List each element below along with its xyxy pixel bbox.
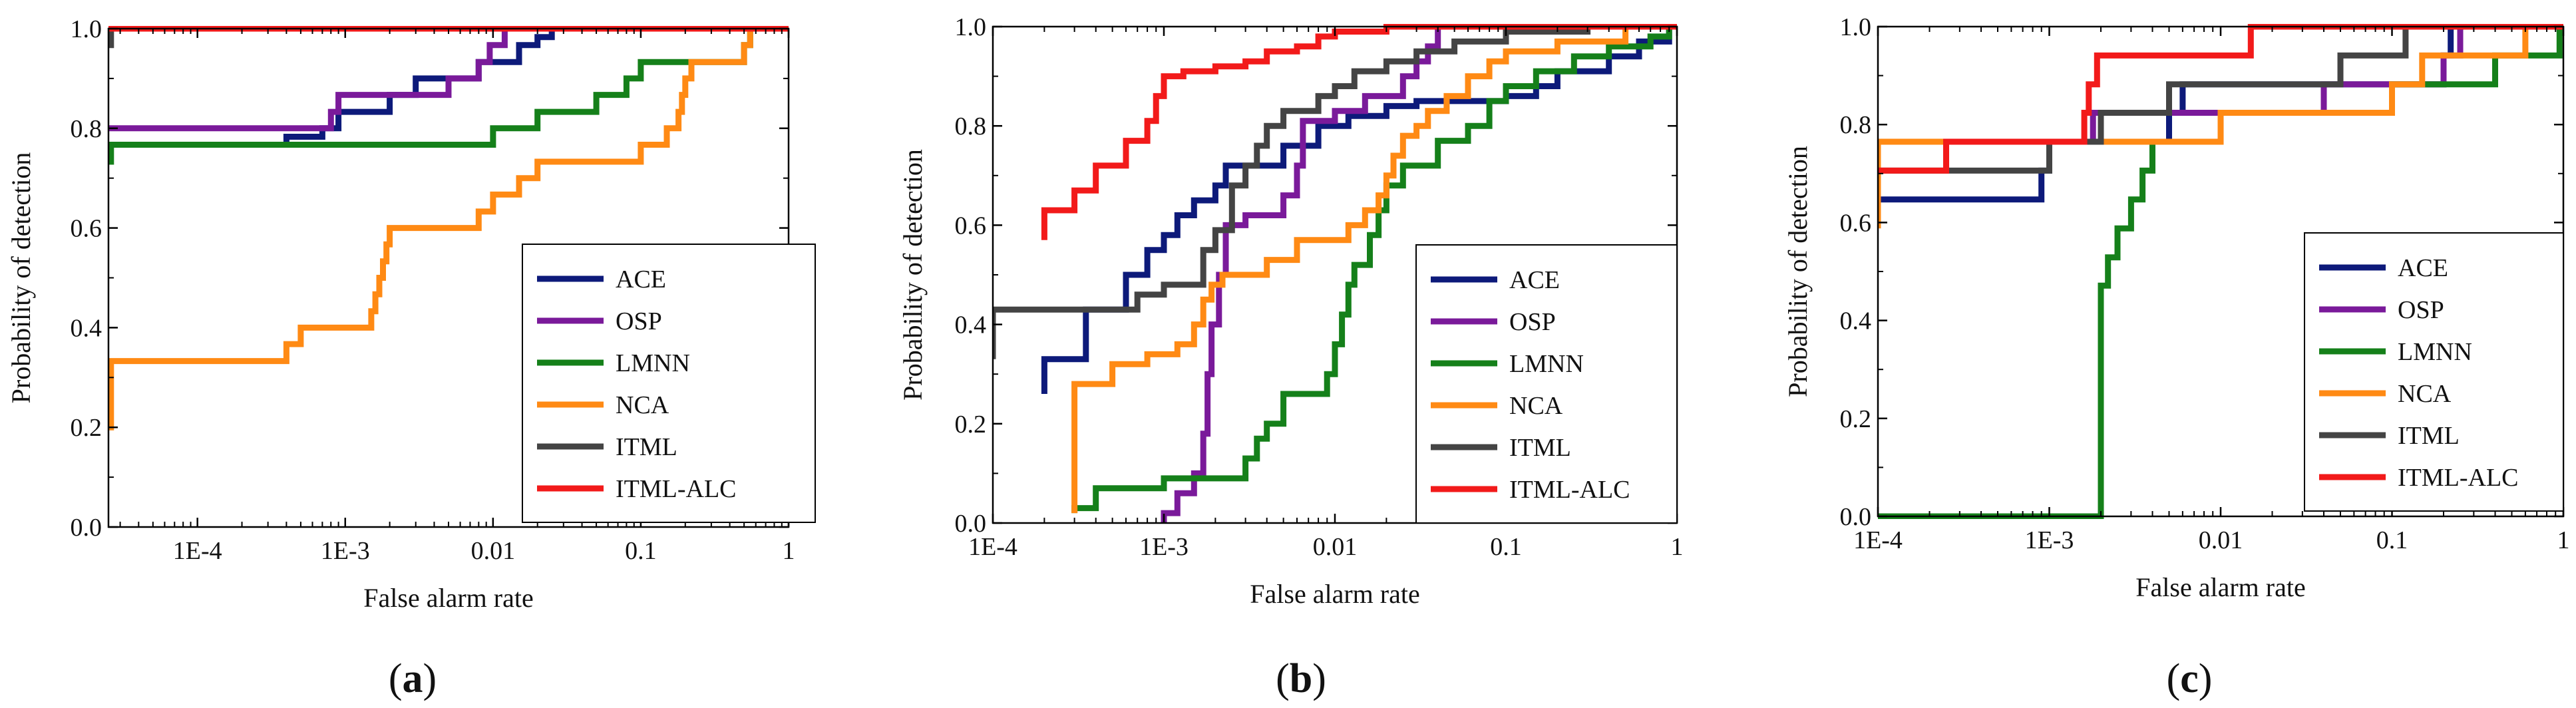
legend: ACE OSP LMNN NCA ITML ITML-ALC — [1415, 244, 1678, 524]
y-tick-label: 0.8 — [1840, 111, 1872, 139]
x-tick-label: 0.1 — [1490, 533, 1522, 561]
y-tick-label: 1.0 — [71, 15, 102, 43]
series-group — [1878, 24, 2563, 519]
x-tick-label: 1 — [783, 537, 795, 565]
y-tick-label: 0.6 — [955, 212, 987, 240]
series-line-lmnn — [1878, 24, 2563, 519]
y-tick-label: 0.0 — [1840, 503, 1872, 531]
series-line-itml — [993, 24, 1677, 359]
y-tick-label: 1.0 — [955, 13, 987, 41]
series-line-ace — [108, 26, 789, 148]
legend-label-lmnn: LMNN — [616, 349, 690, 377]
y-tick-label: 0.4 — [955, 311, 987, 339]
y-tick-label: 0.2 — [955, 411, 987, 439]
legend-label-itml: ITML — [616, 433, 677, 461]
y-tick-label: 0.0 — [955, 510, 987, 538]
x-tick-label: 0.1 — [625, 537, 657, 565]
series-line-osp — [1161, 24, 1677, 523]
legend: ACE OSP LMNN NCA ITML ITML-ALC — [522, 244, 816, 523]
panel-caption: (b) — [1276, 656, 1326, 701]
legend-label-lmnn: LMNN — [1509, 350, 1584, 378]
y-axis-label: Probability of detection — [1783, 146, 1813, 397]
x-tick-label: 1E-4 — [1853, 526, 1903, 554]
legend-label-osp: OSP — [1509, 308, 1556, 336]
x-axis-label: False alarm rate — [363, 583, 533, 613]
series-line-nca — [1878, 24, 2563, 229]
y-tick-label: 0.6 — [1840, 209, 1872, 237]
x-tick-label: 1E-4 — [968, 533, 1017, 561]
x-axis-label: False alarm rate — [1250, 579, 1419, 609]
legend-label-itml-alc: ITML-ALC — [1509, 476, 1630, 504]
legend-label-nca: NCA — [616, 391, 669, 419]
legend-label-nca: NCA — [1509, 392, 1563, 420]
legend-box — [522, 244, 816, 523]
series-line-lmnn — [1071, 24, 1677, 514]
legend-label-lmnn: LMNN — [2398, 338, 2472, 366]
panel-caption: (c) — [2167, 656, 2213, 701]
series-line-osp — [1878, 24, 2563, 145]
legend-label-ace: ACE — [2398, 254, 2448, 282]
caption-close-paren: ) — [2199, 656, 2213, 701]
panel-a-roc-chart: 0.0 0.2 0.4 0.6 0.8 1.0 1E-4 1E-3 0.01 0.1 1 False … — [6, 15, 816, 701]
y-tick-label: 0.8 — [71, 115, 102, 143]
caption-letter: b — [1290, 656, 1312, 701]
x-tick-label: 1E-3 — [2025, 526, 2074, 554]
panel-b-roc-chart: 0.0 0.2 0.4 0.6 0.8 1.0 1E-4 1E-3 0.01 0.1 1 False … — [898, 13, 1684, 701]
y-tick-label: 0.0 — [71, 514, 102, 542]
x-tick-label: 1 — [1671, 533, 1684, 561]
y-tick-label: 1.0 — [1840, 13, 1872, 41]
legend-label-ace: ACE — [1509, 266, 1560, 294]
caption-open-paren: ( — [2167, 656, 2181, 701]
caption-close-paren: ) — [423, 656, 437, 701]
caption-letter: c — [2180, 656, 2199, 701]
y-tick-label: 0.2 — [71, 414, 102, 442]
y-tick-label: 0.4 — [71, 314, 102, 342]
series-line-itml-alc — [1878, 24, 2563, 174]
legend-label-osp: OSP — [2398, 296, 2444, 324]
legend: ACE OSP LMNN NCA ITML ITML-ALC — [2304, 232, 2564, 512]
legend-label-itml: ITML — [2398, 422, 2460, 450]
x-tick-label: 1E-4 — [173, 537, 222, 565]
caption-open-paren: ( — [1276, 656, 1290, 701]
series-group — [993, 24, 1677, 523]
legend-label-ace: ACE — [616, 266, 666, 293]
y-tick-label: 0.2 — [1840, 405, 1872, 433]
legend-box — [2304, 232, 2564, 512]
caption-letter: a — [403, 656, 423, 701]
y-tick-label: 0.4 — [1840, 307, 1872, 335]
x-tick-label: 0.1 — [2376, 526, 2408, 554]
panel-caption: (a) — [389, 656, 437, 701]
y-axis-label: Probability of detection — [898, 149, 928, 401]
legend-label-itml-alc: ITML-ALC — [2398, 464, 2519, 492]
legend-box — [1415, 244, 1678, 524]
x-axis-label: False alarm rate — [2135, 572, 2305, 602]
legend-label-nca: NCA — [2398, 380, 2452, 408]
x-tick-label: 0.01 — [2199, 526, 2243, 554]
caption-close-paren: ) — [1312, 656, 1326, 701]
x-tick-label: 0.01 — [1313, 533, 1358, 561]
y-axis-label: Probability of detection — [6, 152, 36, 404]
x-tick-label: 1 — [2557, 526, 2570, 554]
series-line-osp — [108, 26, 789, 132]
series-line-nca — [108, 26, 789, 431]
series-line-nca — [1071, 24, 1677, 514]
legend-label-itml: ITML — [1509, 434, 1571, 462]
legend-label-osp: OSP — [616, 307, 662, 335]
panel-c-roc-chart: 0.0 0.2 0.4 0.6 0.8 1.0 1E-4 1E-3 0.01 0.1 1 False … — [1783, 13, 2570, 701]
legend-label-itml-alc: ITML-ALC — [616, 475, 737, 503]
x-tick-label: 1E-3 — [1139, 533, 1189, 561]
series-line-itml — [1878, 24, 2563, 174]
series-line-itml-alc — [1041, 24, 1677, 240]
y-tick-label: 0.8 — [955, 112, 987, 140]
y-tick-label: 0.6 — [71, 215, 102, 243]
caption-open-paren: ( — [389, 656, 403, 701]
x-tick-label: 1E-3 — [321, 537, 370, 565]
x-tick-label: 0.01 — [471, 537, 516, 565]
